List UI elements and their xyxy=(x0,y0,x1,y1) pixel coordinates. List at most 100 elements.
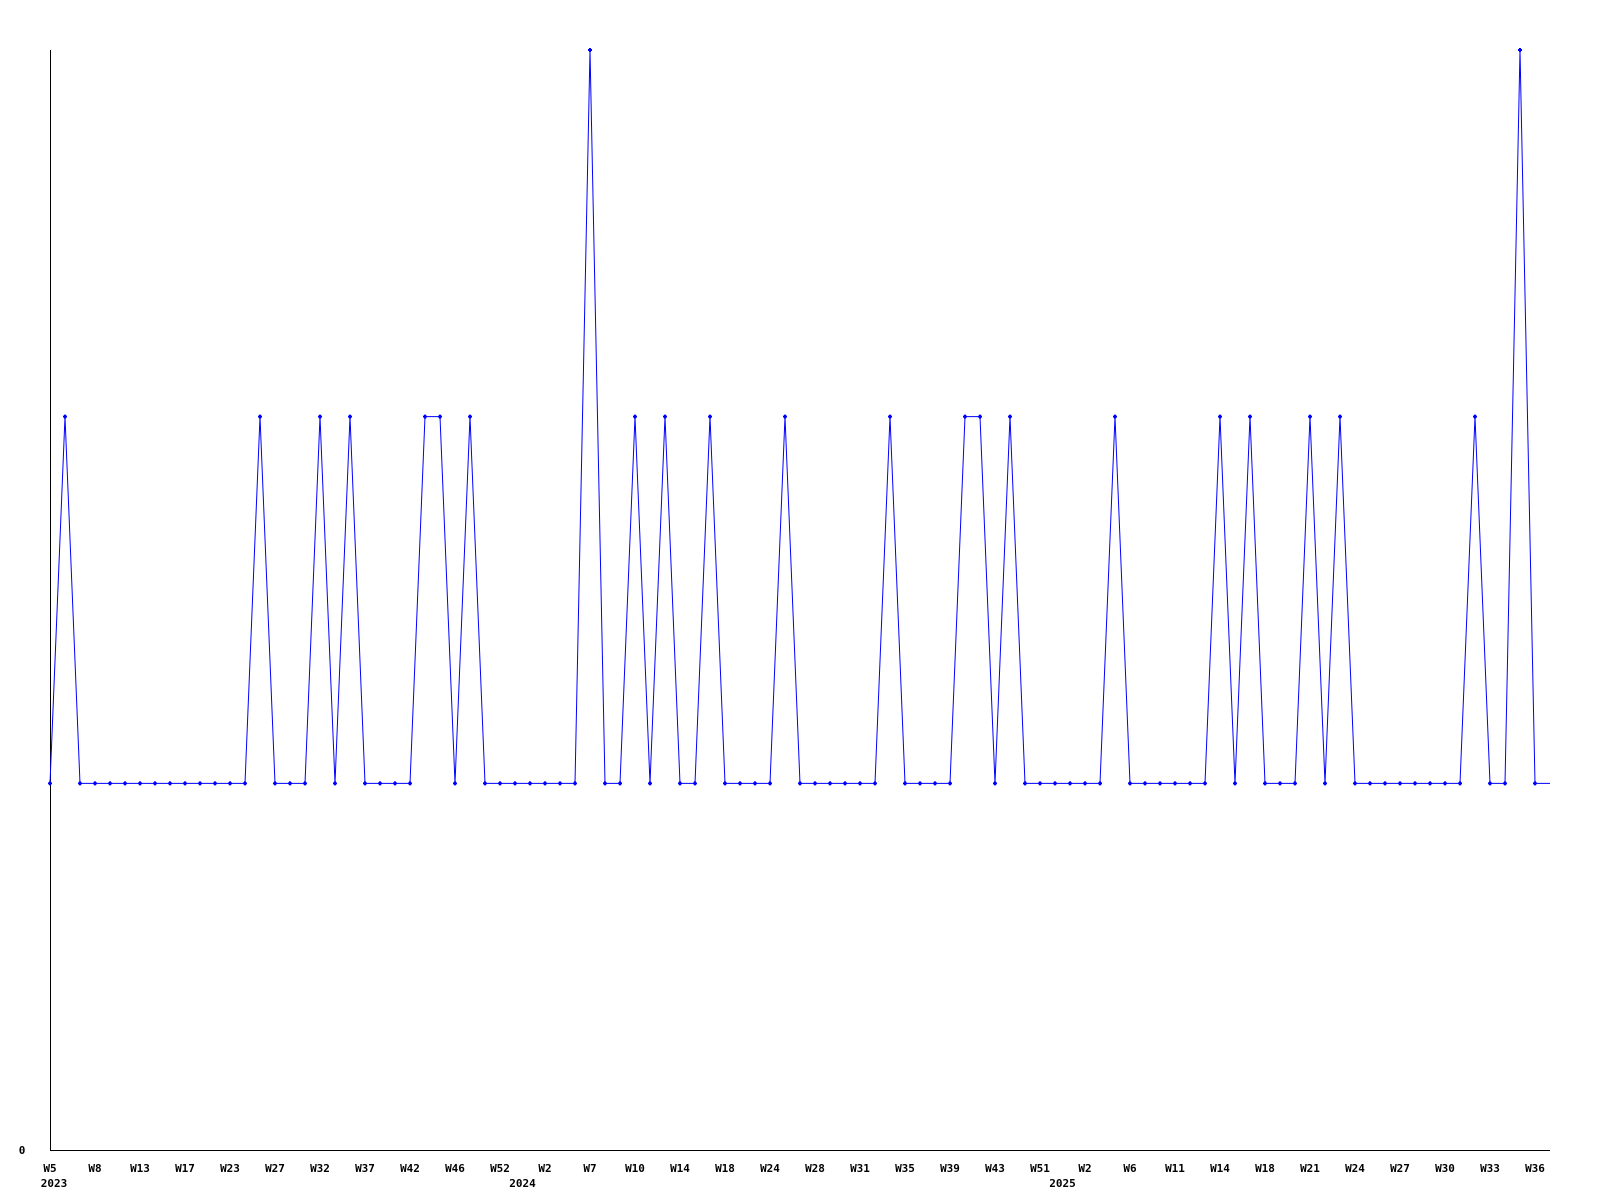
data-point xyxy=(1278,781,1282,786)
data-point xyxy=(243,781,247,786)
x-tick-label: W10 xyxy=(625,1162,645,1175)
data-point xyxy=(903,781,907,786)
data-point xyxy=(753,781,757,786)
x-tick-label: W27 xyxy=(265,1162,285,1175)
x-tick-label: W7 xyxy=(583,1162,596,1175)
x-tick-label: W33 xyxy=(1480,1162,1500,1175)
x-tick-label: W23 xyxy=(220,1162,240,1175)
x-tick-label: W11 xyxy=(1165,1162,1185,1175)
data-point xyxy=(333,781,337,786)
data-point xyxy=(438,414,442,419)
data-point xyxy=(1113,414,1117,419)
x-tick-label: W24 xyxy=(760,1162,780,1175)
data-point xyxy=(213,781,217,786)
x-year-label: 2024 xyxy=(509,1177,536,1190)
data-point xyxy=(858,781,862,786)
data-point xyxy=(1383,781,1387,786)
data-point xyxy=(198,781,202,786)
data-point xyxy=(408,781,412,786)
data-point xyxy=(348,414,352,419)
data-point xyxy=(288,781,292,786)
data-point xyxy=(1008,414,1012,419)
data-point xyxy=(1353,781,1357,786)
data-point xyxy=(963,414,967,419)
x-tick-label: W36 xyxy=(1525,1162,1545,1175)
data-point xyxy=(48,781,52,786)
data-point xyxy=(468,414,472,419)
data-point xyxy=(1098,781,1102,786)
data-point xyxy=(1368,781,1372,786)
data-point xyxy=(918,781,922,786)
data-point xyxy=(678,781,682,786)
data-point xyxy=(1158,781,1162,786)
data-point xyxy=(783,414,787,419)
data-point xyxy=(588,48,592,52)
x-tick-label: W8 xyxy=(88,1162,101,1175)
data-point xyxy=(933,781,937,786)
x-tick-label: W43 xyxy=(985,1162,1005,1175)
data-point xyxy=(1428,781,1432,786)
data-point xyxy=(648,781,652,786)
x-tick-label: W6 xyxy=(1123,1162,1137,1175)
data-point xyxy=(1188,781,1192,786)
x-tick-label: W39 xyxy=(940,1162,960,1175)
data-point xyxy=(1533,781,1537,786)
data-point xyxy=(1128,781,1132,786)
data-point xyxy=(63,414,67,419)
data-point xyxy=(363,781,367,786)
data-point xyxy=(1203,781,1207,786)
data-point xyxy=(813,781,817,786)
data-point xyxy=(738,781,742,786)
data-point xyxy=(573,781,577,786)
data-point xyxy=(453,781,457,786)
x-tick-label: W18 xyxy=(1255,1162,1275,1175)
data-point xyxy=(93,781,97,786)
x-tick-label: W31 xyxy=(850,1162,870,1175)
data-point xyxy=(138,781,142,786)
data-point xyxy=(123,781,127,786)
data-point xyxy=(1338,414,1342,419)
data-point xyxy=(948,781,952,786)
x-tick-label: W37 xyxy=(355,1162,375,1175)
data-point xyxy=(723,781,727,786)
x-tick-label: W42 xyxy=(400,1162,420,1175)
x-tick-label: W17 xyxy=(175,1162,195,1175)
data-point xyxy=(528,781,532,786)
data-point xyxy=(843,781,847,786)
data-point xyxy=(993,781,997,786)
x-tick-label: W30 xyxy=(1435,1162,1455,1175)
data-point xyxy=(1443,781,1447,786)
data-point xyxy=(1068,781,1072,786)
data-point xyxy=(663,414,667,419)
data-point xyxy=(1503,781,1507,786)
data-point xyxy=(78,781,82,786)
data-point xyxy=(798,781,802,786)
x-tick-label: W13 xyxy=(130,1162,150,1175)
x-tick-label: W32 xyxy=(310,1162,330,1175)
data-point xyxy=(1083,781,1087,786)
data-point xyxy=(1458,781,1462,786)
y-tick-label-0: 0 xyxy=(19,1144,26,1157)
data-point xyxy=(828,781,832,786)
x-tick-label: W21 xyxy=(1300,1162,1320,1175)
data-point xyxy=(1173,781,1177,786)
data-point xyxy=(1053,781,1057,786)
x-year-label: 2023 xyxy=(41,1177,68,1190)
data-point xyxy=(1323,781,1327,786)
data-point xyxy=(1308,414,1312,419)
data-point xyxy=(1218,414,1222,419)
data-point xyxy=(168,781,172,786)
data-point xyxy=(1143,781,1147,786)
data-point xyxy=(1398,781,1402,786)
data-point xyxy=(273,781,277,786)
series-line xyxy=(49,49,1550,784)
x-year-label: 2025 xyxy=(1049,1177,1076,1190)
data-point xyxy=(183,781,187,786)
data-point xyxy=(1293,781,1297,786)
data-point xyxy=(873,781,877,786)
data-point xyxy=(558,781,562,786)
data-point xyxy=(318,414,322,419)
x-tick-label: W2 xyxy=(538,1162,551,1175)
x-tick-label: W5 xyxy=(43,1162,56,1175)
